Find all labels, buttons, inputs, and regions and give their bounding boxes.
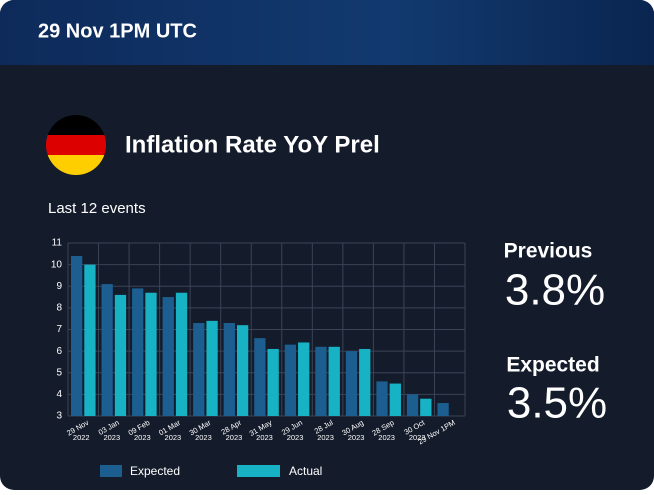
bar — [345, 351, 358, 416]
bar — [114, 294, 127, 416]
y-tick-label: 4 — [56, 389, 62, 400]
bar — [101, 284, 113, 416]
x-tick-label: 2022 — [73, 433, 90, 442]
previous-value: 3.8% — [505, 266, 605, 315]
bar — [70, 255, 83, 416]
expected-label: Expected — [506, 354, 599, 377]
bar — [162, 297, 174, 416]
x-tick-label: 2023 — [195, 433, 212, 442]
bar — [328, 346, 340, 416]
x-tick-label: 2023 — [317, 433, 334, 442]
bar — [298, 342, 310, 416]
y-tick-label: 11 — [52, 238, 63, 249]
bar — [389, 383, 401, 416]
header-band — [0, 0, 654, 65]
x-tick-label: 2023 — [256, 433, 273, 442]
x-tick-label: 2023 — [103, 433, 120, 442]
y-tick-label: 6 — [56, 346, 62, 357]
y-tick-label: 9 — [56, 281, 62, 292]
bar — [132, 288, 144, 416]
x-tick-label: 2023 — [378, 433, 395, 442]
bar — [315, 346, 327, 416]
legend-swatch — [237, 465, 280, 477]
x-tick-label: 2023 — [409, 433, 426, 442]
bar — [236, 325, 249, 416]
bar — [84, 264, 96, 416]
legend-label: Expected — [130, 464, 180, 478]
bar — [420, 398, 432, 416]
bar — [359, 348, 371, 416]
x-tick-label: 2023 — [134, 433, 151, 442]
legend-swatch — [100, 465, 122, 477]
bar — [206, 320, 218, 416]
x-tick-label: 2023 — [287, 433, 304, 442]
bar — [254, 338, 266, 416]
x-tick-label: 2023 — [348, 433, 365, 442]
previous-label: Previous — [504, 240, 593, 263]
bar — [376, 381, 388, 416]
bar — [193, 323, 205, 416]
bar — [175, 292, 188, 416]
bar — [267, 348, 279, 416]
chart-subtitle: Last 12 events — [48, 200, 146, 217]
y-tick-label: 5 — [56, 367, 62, 378]
bar — [437, 403, 449, 416]
y-tick-label: 10 — [51, 259, 63, 270]
header-title: 29 Nov 1PM UTC — [38, 20, 197, 42]
expected-value: 3.5% — [507, 379, 607, 428]
x-tick-label: 2023 — [165, 433, 182, 442]
y-tick-label: 8 — [56, 303, 62, 314]
legend-label: Actual — [289, 464, 322, 478]
x-tick-label: 2023 — [226, 433, 243, 442]
flag — [46, 115, 106, 175]
bar — [145, 292, 157, 416]
bar — [284, 344, 297, 416]
y-tick-label: 7 — [56, 324, 62, 335]
bar — [223, 323, 235, 416]
bar — [406, 394, 419, 416]
event-title: Inflation Rate YoY Prel — [125, 131, 380, 158]
y-tick-label: 3 — [56, 411, 62, 422]
